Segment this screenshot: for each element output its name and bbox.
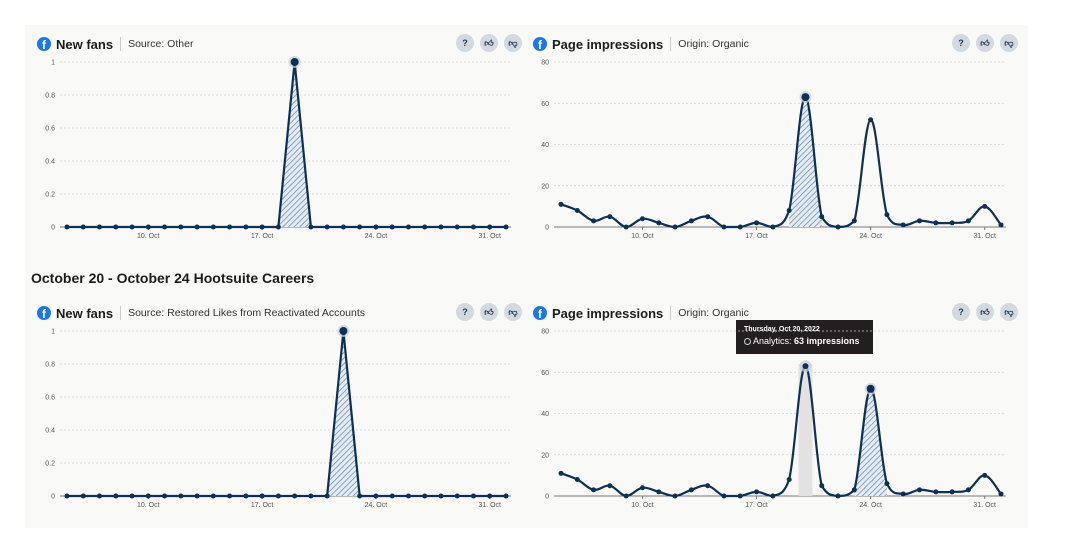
thumbs-up-icon: 👍︎ xyxy=(980,37,990,48)
help-button[interactable]: ? xyxy=(952,34,970,52)
chart-subtitle: Source: Other xyxy=(128,38,194,50)
question-circle-icon: ? xyxy=(958,307,964,317)
chart-panel: f New fans Source: Other ? 👍︎ 👎︎ xyxy=(25,28,525,248)
help-button[interactable]: ? xyxy=(952,303,970,321)
chart-panel: f New fans Source: Restored Likes from R… xyxy=(25,297,525,517)
thumbs-up-button[interactable]: 👍︎ xyxy=(480,34,498,52)
thumbs-down-icon: 👎︎ xyxy=(1004,306,1014,317)
thumbs-up-icon: 👍︎ xyxy=(484,37,494,48)
help-button[interactable]: ? xyxy=(456,303,474,321)
chart-subtitle: Source: Restored Likes from Reactivated … xyxy=(128,307,366,319)
section-heading: October 20 - October 24 Hootsuite Career… xyxy=(31,270,315,286)
facebook-icon: f xyxy=(533,306,547,320)
thumbs-down-button[interactable]: 👎︎ xyxy=(1000,34,1018,52)
chart-title: Page impressions xyxy=(552,305,664,321)
thumbs-down-icon: 👎︎ xyxy=(508,37,518,48)
chart-panel: f Page impressions Origin: Organic ? 👍︎ … xyxy=(521,28,1021,248)
thumbs-down-button[interactable]: 👎︎ xyxy=(504,34,522,52)
thumbs-down-icon: 👎︎ xyxy=(1004,37,1014,48)
question-circle-icon: ? xyxy=(462,38,468,48)
tooltip-label: Analytics: xyxy=(753,336,792,346)
facebook-icon: f xyxy=(37,37,51,51)
tooltip-date: Thursday, Oct 20, 2022 xyxy=(744,326,820,333)
thumbs-down-icon: 👎︎ xyxy=(508,306,518,317)
thumbs-up-icon: 👍︎ xyxy=(484,306,494,317)
facebook-icon: f xyxy=(533,37,547,51)
thumbs-up-button[interactable]: 👍︎ xyxy=(976,303,994,321)
chart-subtitle: Origin: Organic xyxy=(678,38,749,50)
question-circle-icon: ? xyxy=(462,307,468,317)
facebook-icon: f xyxy=(37,306,51,320)
tooltip-value: 63 impressions xyxy=(794,336,860,346)
thumbs-down-button[interactable]: 👎︎ xyxy=(504,303,522,321)
chart-title: Page impressions xyxy=(552,36,664,52)
chart-title: New fans xyxy=(56,36,114,52)
chart-title: New fans xyxy=(56,305,114,321)
chart-subtitle: Origin: Organic xyxy=(678,307,749,319)
thumbs-up-button[interactable]: 👍︎ xyxy=(480,303,498,321)
thumbs-up-button[interactable]: 👍︎ xyxy=(976,34,994,52)
chart-tooltip: Thursday, Oct 20, 2022 Analytics: 63 imp… xyxy=(736,320,873,354)
chart-panel: f Page impressions Origin: Organic ? 👍︎ … xyxy=(521,297,1021,517)
series-marker-icon xyxy=(744,338,751,346)
help-button[interactable]: ? xyxy=(456,34,474,52)
question-circle-icon: ? xyxy=(958,38,964,48)
thumbs-up-icon: 👍︎ xyxy=(980,306,990,317)
thumbs-down-button[interactable]: 👎︎ xyxy=(1000,303,1018,321)
